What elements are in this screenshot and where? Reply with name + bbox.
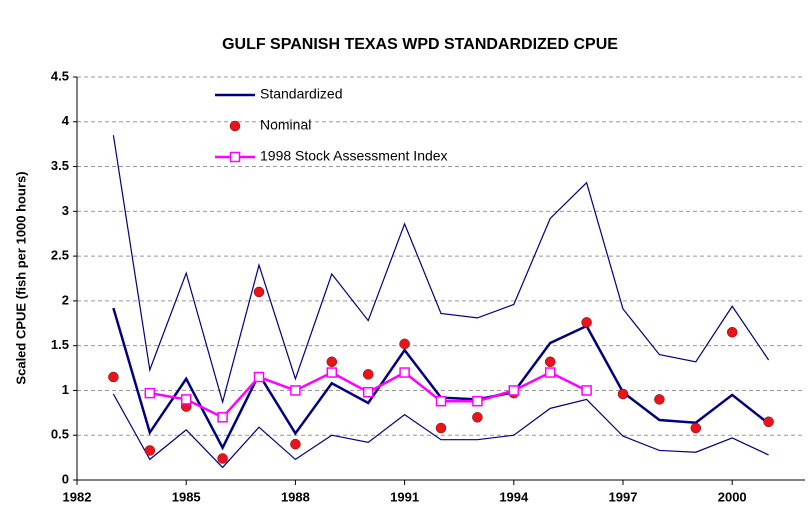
series-line (112, 135, 770, 405)
data-point (180, 394, 192, 405)
x-tick-label: 2000 (718, 489, 747, 504)
x-tick-label: 1982 (63, 489, 92, 504)
x-tick-label: 1997 (609, 489, 638, 504)
data-point (290, 438, 301, 450)
data-point (253, 286, 265, 298)
data-point (763, 416, 774, 428)
y-tick-label: 1.5 (51, 337, 69, 352)
data-point (690, 422, 702, 434)
x-tick-label: 1994 (499, 489, 529, 504)
data-point (362, 369, 374, 380)
data-point (326, 356, 338, 368)
data-point (217, 412, 228, 423)
data-point (144, 445, 156, 456)
data-point (435, 395, 447, 407)
data-point (108, 371, 119, 383)
chart-title: GULF SPANISH TEXAS WPD STANDARDIZED CPUE (222, 36, 618, 53)
data-point (326, 367, 338, 378)
data-point (399, 338, 410, 350)
data-point (253, 371, 265, 383)
legend-label: Standardized (260, 86, 343, 102)
data-point (362, 386, 374, 398)
y-tick-label: 4 (62, 113, 70, 128)
x-tick-label: 1985 (172, 489, 201, 504)
y-tick-label: 0.5 (51, 427, 69, 442)
data-point (472, 395, 483, 407)
data-point (654, 394, 665, 405)
data-point (435, 422, 447, 434)
data-point (290, 385, 301, 396)
data-point (544, 367, 556, 378)
data-point (617, 388, 629, 400)
data-point (726, 326, 738, 338)
x-tick-label: 1991 (390, 489, 419, 504)
series-line (112, 393, 769, 469)
data-point (472, 412, 483, 423)
data-point (581, 385, 592, 396)
y-tick-label: 2.5 (51, 248, 69, 263)
data-point (399, 367, 410, 378)
data-point (544, 356, 556, 368)
legend-label: 1998 Stock Assessment Index (260, 148, 448, 164)
data-point (508, 385, 520, 396)
legend-label: Nominal (260, 117, 311, 133)
y-tick-label: 1 (62, 382, 69, 397)
legend-marker (229, 151, 241, 163)
y-tick-label: 2 (62, 292, 69, 307)
data-point (581, 317, 592, 328)
legend-marker (229, 120, 241, 132)
x-tick-label: 1988 (281, 489, 310, 504)
y-axis-label: Scaled CPUE (fish per 1000 hours) (13, 171, 28, 384)
data-point (217, 453, 228, 464)
y-tick-label: 3 (62, 203, 69, 218)
y-tick-label: 0 (62, 471, 69, 486)
data-point (144, 387, 156, 399)
y-tick-label: 4.5 (51, 68, 69, 83)
y-tick-label: 3.5 (51, 158, 69, 173)
